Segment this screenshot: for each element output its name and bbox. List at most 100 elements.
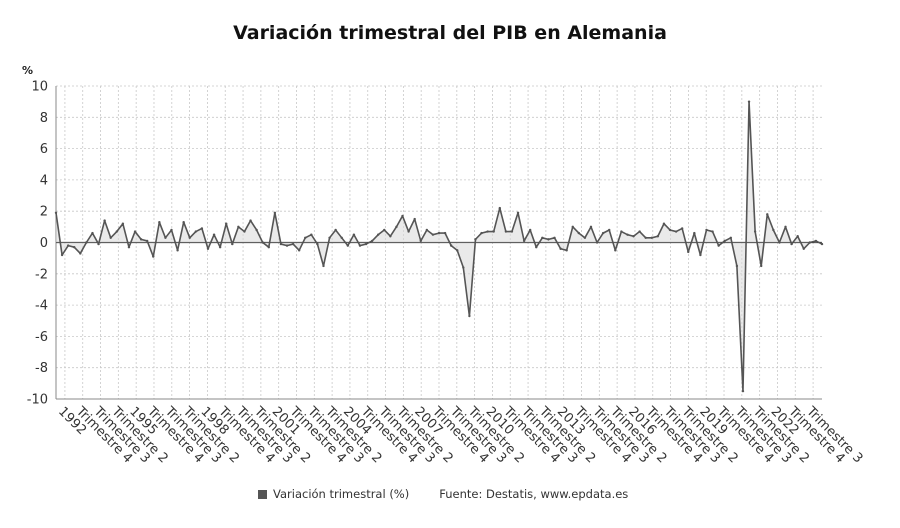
data-point xyxy=(577,231,581,235)
data-point xyxy=(437,231,441,235)
y-tick-label: 4 xyxy=(40,173,48,188)
data-point xyxy=(334,228,337,232)
data-point xyxy=(322,264,325,268)
data-point xyxy=(784,225,787,229)
data-point xyxy=(735,264,739,268)
data-point xyxy=(522,239,526,243)
data-point xyxy=(115,230,118,233)
data-point xyxy=(310,233,313,236)
data-point xyxy=(571,225,574,229)
data-point xyxy=(547,238,550,241)
data-point xyxy=(255,228,258,232)
data-point xyxy=(316,242,319,246)
data-point xyxy=(693,231,696,235)
y-tick-label: -4 xyxy=(35,299,48,314)
data-point xyxy=(656,235,660,238)
data-point xyxy=(650,236,653,240)
data-point xyxy=(778,241,781,244)
data-point xyxy=(419,239,422,243)
data-point xyxy=(559,247,562,250)
legend-swatch xyxy=(258,489,267,499)
data-point xyxy=(145,239,149,243)
data-point xyxy=(595,241,599,244)
data-point xyxy=(510,230,514,233)
data-point xyxy=(407,230,410,233)
data-point xyxy=(601,231,605,235)
data-point xyxy=(790,242,793,246)
y-tick-label: -2 xyxy=(35,267,48,282)
data-point xyxy=(279,242,283,246)
data-point xyxy=(395,225,398,229)
data-point xyxy=(291,242,295,246)
data-point xyxy=(139,238,143,241)
y-tick-label: 6 xyxy=(40,142,48,157)
data-point xyxy=(808,241,812,244)
data-point xyxy=(206,247,210,250)
data-point xyxy=(97,242,100,246)
data-point xyxy=(212,233,216,236)
data-point xyxy=(705,228,708,232)
data-point xyxy=(699,253,702,257)
data-point xyxy=(389,235,392,238)
data-point xyxy=(504,230,508,233)
data-point xyxy=(218,245,222,249)
chart-title: Variación trimestral del PIB en Alemania xyxy=(233,22,667,44)
data-point xyxy=(164,236,167,240)
data-point xyxy=(297,249,301,252)
data-point xyxy=(626,233,629,236)
data-point xyxy=(370,239,374,243)
data-point xyxy=(644,236,647,240)
data-point xyxy=(346,244,350,247)
data-point xyxy=(158,220,161,224)
data-point xyxy=(188,236,191,240)
y-tick-label: 8 xyxy=(40,111,48,126)
data-point xyxy=(358,244,362,247)
y-tick-label: -8 xyxy=(35,361,48,376)
data-point xyxy=(261,241,264,244)
data-point xyxy=(200,227,204,230)
data-point xyxy=(60,253,64,257)
data-point xyxy=(468,314,471,318)
data-point xyxy=(194,230,198,233)
data-point xyxy=(127,245,131,249)
data-point xyxy=(608,228,611,232)
data-point xyxy=(443,231,447,235)
data-point xyxy=(401,214,404,218)
data-point xyxy=(273,211,277,214)
data-point xyxy=(237,225,240,229)
data-point xyxy=(79,252,82,255)
data-point xyxy=(231,242,234,246)
data-point xyxy=(589,225,593,229)
data-point xyxy=(772,228,775,232)
data-point xyxy=(662,222,666,225)
data-point xyxy=(109,236,112,240)
data-point xyxy=(73,245,76,249)
y-tick-label: 0 xyxy=(40,236,48,251)
data-point xyxy=(267,245,270,249)
data-point xyxy=(541,236,544,240)
data-point xyxy=(383,228,386,232)
data-point xyxy=(285,244,289,247)
data-point xyxy=(820,242,824,246)
y-tick-label: -6 xyxy=(35,330,48,345)
data-point xyxy=(85,241,88,244)
data-point xyxy=(54,211,58,214)
data-point xyxy=(364,242,368,246)
data-point xyxy=(674,230,678,233)
data-point xyxy=(741,389,745,393)
data-point xyxy=(668,228,672,232)
data-point xyxy=(814,239,818,243)
data-point xyxy=(103,219,106,222)
data-point xyxy=(413,217,416,221)
data-point xyxy=(91,231,94,235)
data-point xyxy=(176,249,179,252)
data-point xyxy=(182,220,185,224)
data-point xyxy=(377,233,380,236)
data-point xyxy=(431,233,435,236)
data-point xyxy=(753,230,757,233)
data-point xyxy=(152,255,155,258)
data-point xyxy=(492,230,495,233)
data-point xyxy=(553,236,556,240)
data-point xyxy=(121,222,125,225)
